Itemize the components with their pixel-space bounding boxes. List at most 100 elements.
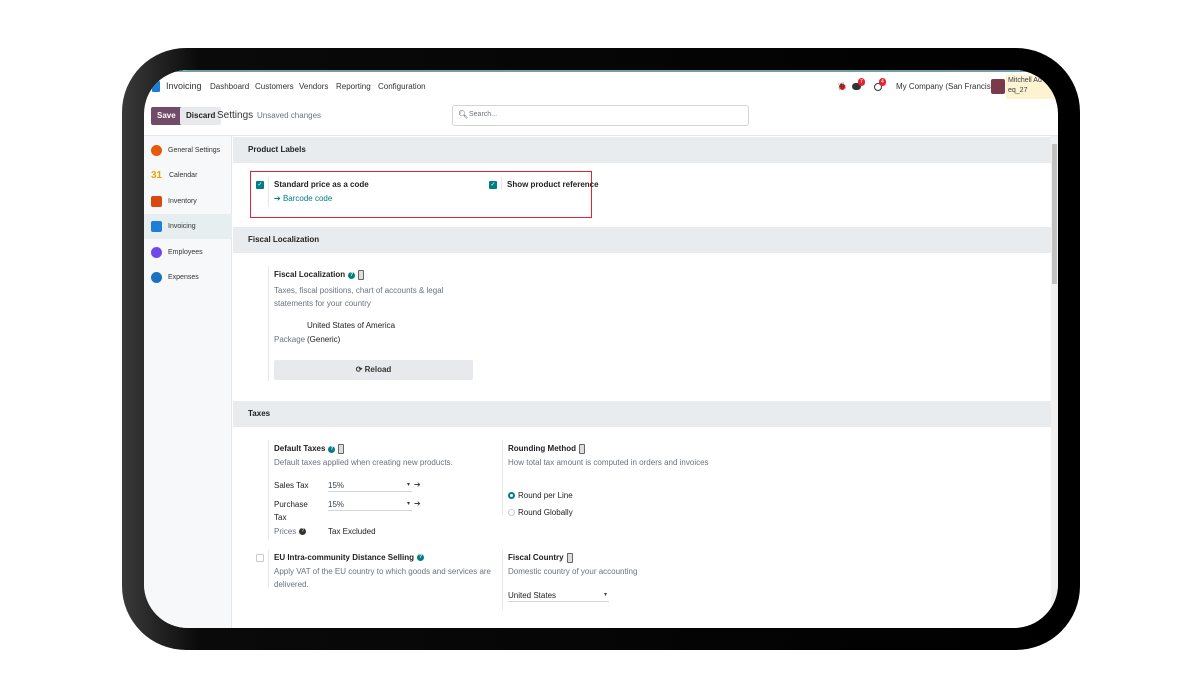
- default-taxes-title: Default Taxes: [274, 444, 326, 454]
- fiscal-localization-title: Fiscal Localization: [274, 270, 346, 280]
- highlight-box: [250, 171, 592, 218]
- chevron-down-icon: ▾: [406, 482, 410, 488]
- purchase-tax-label-2: Tax: [274, 513, 287, 522]
- section-taxes: Taxes: [233, 401, 1051, 427]
- scrollbar[interactable]: [1051, 136, 1058, 628]
- company-specific-icon: [566, 553, 573, 563]
- invoicing-icon: [151, 221, 162, 232]
- sidebar-label: Invoicing: [168, 223, 196, 230]
- eu-description-line2: delivered.: [274, 580, 309, 589]
- round-per-line-radio[interactable]: [508, 492, 515, 499]
- rounding-method-label: Rounding Method: [508, 444, 585, 454]
- prices-value: Tax Excluded: [328, 527, 376, 536]
- rounding-method-title: Rounding Method: [508, 444, 576, 454]
- expenses-icon: [151, 272, 162, 283]
- purchase-tax-open-arrow-icon[interactable]: ➔: [414, 499, 421, 508]
- purchase-tax-label-1: Purchase: [274, 500, 308, 509]
- company-specific-icon: [338, 444, 345, 454]
- purchase-tax-select[interactable]: 15% ▾: [328, 499, 412, 511]
- show-product-reference-checkbox[interactable]: ✓: [489, 181, 497, 189]
- fiscal-country-description: Domestic country of your accounting: [508, 567, 638, 576]
- round-globally-radio[interactable]: [508, 509, 515, 516]
- sales-tax-select[interactable]: 15% ▾: [328, 480, 412, 492]
- app-name[interactable]: Invoicing: [166, 81, 202, 91]
- package-label: Package: [274, 335, 306, 344]
- activities-icon[interactable]: [874, 83, 882, 91]
- messages-icon[interactable]: [852, 83, 861, 90]
- menu-customers[interactable]: Customers: [255, 82, 294, 91]
- inventory-icon: [151, 196, 162, 207]
- sidebar-label: Inventory: [168, 198, 197, 205]
- purchase-tax-value: 15%: [328, 500, 345, 509]
- company-specific-icon: [358, 270, 365, 280]
- sidebar-label: Expenses: [168, 274, 199, 281]
- standard-price-label: Standard price as a code: [274, 180, 369, 189]
- sidebar-item-calendar[interactable]: 31 Calendar: [144, 163, 232, 188]
- eu-description-line1: Apply VAT of the EU country to which goo…: [274, 567, 491, 576]
- company-switcher[interactable]: My Company (San Francisco): [896, 82, 1002, 91]
- package-value-line1: United States of America: [307, 321, 396, 330]
- fiscal-localization-description: Taxes, fiscal positions, chart of accoun…: [274, 286, 444, 308]
- page-title: Settings: [217, 110, 254, 121]
- avatar[interactable]: [991, 79, 1005, 94]
- unsaved-status: Unsaved changes: [257, 111, 322, 120]
- help-icon[interactable]: ?: [299, 528, 307, 536]
- sales-tax-label: Sales Tax: [274, 481, 309, 490]
- menu-dashboard[interactable]: Dashboard: [210, 82, 250, 91]
- sidebar-label: General Settings: [168, 147, 221, 154]
- menu-reporting[interactable]: Reporting: [336, 82, 371, 91]
- section-product-labels: Product Labels: [233, 137, 1051, 163]
- messages-badge: 7: [858, 78, 865, 86]
- screen: Invoicing Dashboard Customers Vendors Re…: [144, 70, 1058, 628]
- sales-tax-open-arrow-icon[interactable]: ➔: [414, 480, 421, 489]
- database-name: eq_27: [1008, 87, 1028, 94]
- general-settings-icon: [151, 145, 162, 156]
- discard-button[interactable]: Discard: [180, 107, 222, 125]
- menu-configuration[interactable]: Configuration: [378, 82, 426, 91]
- default-taxes-description: Default taxes applied when creating new …: [274, 458, 453, 467]
- help-icon[interactable]: ?: [348, 271, 356, 279]
- calendar-icon: 31: [151, 170, 163, 181]
- invoicing-app-icon: [152, 81, 160, 92]
- standard-price-checkbox[interactable]: ✓: [256, 181, 264, 189]
- rounding-method-description: How total tax amount is computed in orde…: [508, 458, 709, 467]
- fiscal-country-label: Fiscal Country: [508, 553, 573, 563]
- chevron-down-icon: ▾: [603, 592, 607, 598]
- control-panel: Save Discard Settings Unsaved changes 🔍︎…: [144, 100, 1058, 136]
- sidebar-item-inventory[interactable]: Inventory: [144, 189, 232, 214]
- round-globally-label: Round Globally: [518, 508, 573, 517]
- search-placeholder: Search...: [469, 111, 498, 118]
- sidebar-item-invoicing[interactable]: Invoicing: [144, 214, 232, 239]
- help-icon[interactable]: ?: [417, 554, 425, 562]
- settings-sidebar: General Settings 31 Calendar Inventory In…: [144, 136, 232, 628]
- fiscal-localization-label: Fiscal Localization?: [274, 270, 365, 280]
- section-fiscal-localization: Fiscal Localization: [233, 227, 1051, 253]
- fiscal-country-select[interactable]: United States ▾: [508, 590, 609, 602]
- activities-badge: 4: [879, 78, 886, 86]
- reload-button[interactable]: ⟳ Reload: [274, 360, 473, 380]
- eu-distance-selling-checkbox[interactable]: [256, 554, 264, 562]
- sidebar-item-employees[interactable]: Employees: [144, 240, 232, 265]
- sidebar-item-expenses[interactable]: Expenses: [144, 265, 232, 290]
- scrollbar-thumb[interactable]: [1052, 144, 1057, 284]
- sidebar-item-general-settings[interactable]: General Settings: [144, 138, 232, 163]
- help-icon[interactable]: ?: [328, 445, 336, 453]
- employees-icon: [151, 247, 162, 258]
- search-input[interactable]: 🔍︎ Search...: [452, 105, 749, 126]
- show-product-reference-label: Show product reference: [507, 180, 599, 189]
- menu-vendors[interactable]: Vendors: [299, 82, 329, 91]
- save-button[interactable]: Save: [151, 107, 182, 125]
- prices-label: Prices?: [274, 527, 307, 536]
- round-per-line-label: Round per Line: [518, 491, 573, 500]
- bug-icon[interactable]: 🐞: [837, 82, 847, 91]
- eu-distance-selling-label: EU Intra-community Distance Selling?: [274, 553, 425, 562]
- fiscal-country-value: United States: [508, 591, 557, 600]
- barcode-code-link[interactable]: ➔ Barcode code: [274, 194, 333, 203]
- barcode-link-text: Barcode code: [282, 194, 333, 203]
- user-menu[interactable]: Mitchell Ad eq_27: [1006, 75, 1058, 99]
- reload-label: Reload: [364, 365, 392, 374]
- company-specific-icon: [578, 444, 585, 454]
- sales-tax-value: 15%: [328, 481, 345, 490]
- fiscal-country-title: Fiscal Country: [508, 553, 564, 563]
- package-value-line2: (Generic): [307, 335, 341, 344]
